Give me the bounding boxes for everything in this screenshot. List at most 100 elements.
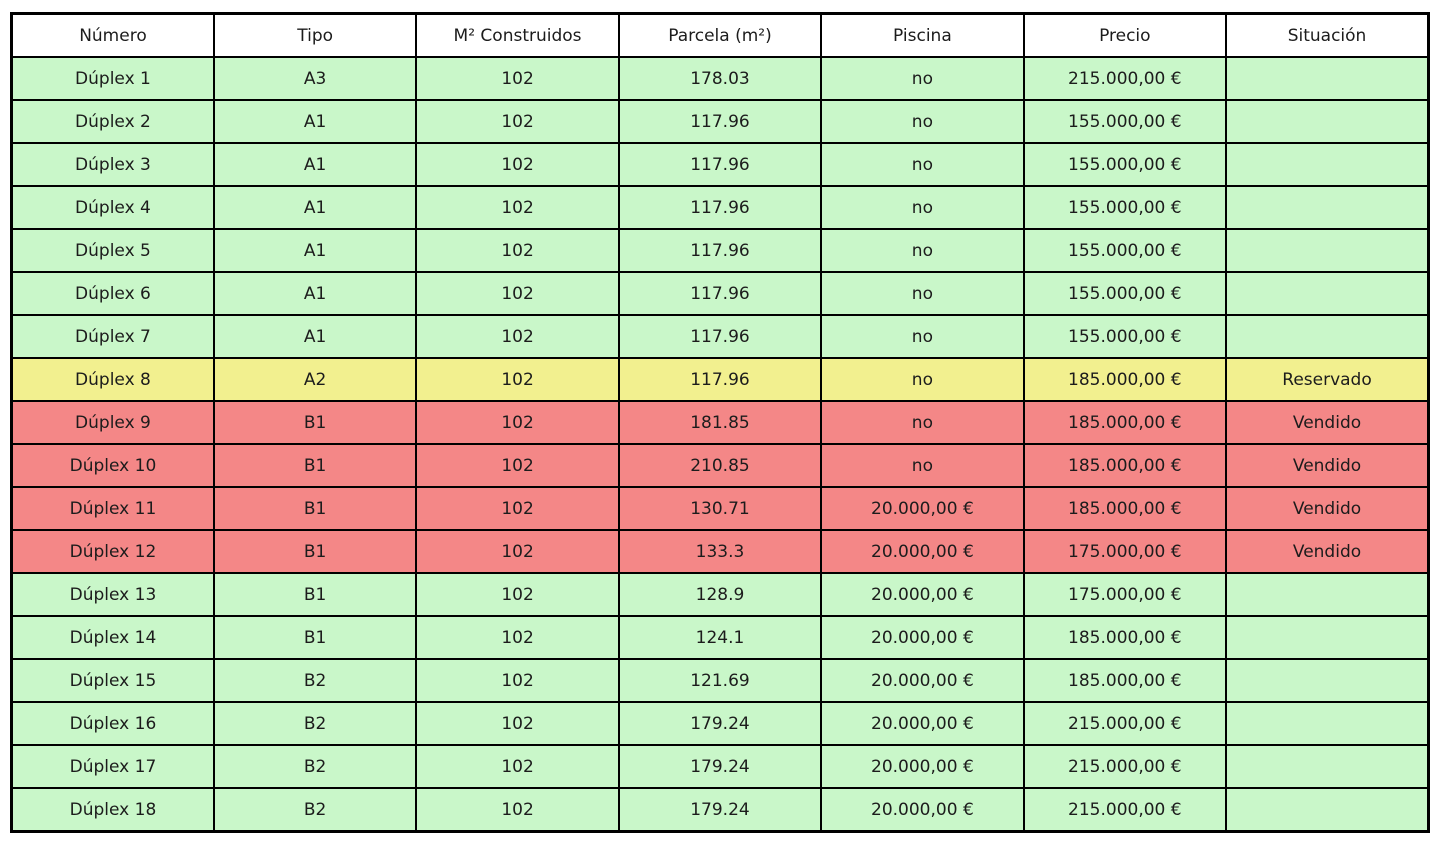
table-cell	[1225, 744, 1430, 789]
table-cell: Dúplex 11	[10, 486, 215, 531]
table-cell: 102	[415, 185, 620, 230]
table-cell: B1	[212, 615, 418, 660]
table-cell: B2	[212, 658, 418, 703]
table-row: Dúplex 14 B1 102 124.1 20.000,00 €185.000,00…	[10, 615, 1430, 660]
column-header-tipo: Tipo	[212, 12, 418, 58]
table-row: Dúplex 1 A3 102 178.03 no 215.000,00 €	[10, 56, 1430, 101]
table-row: Dúplex 2 A1 102 117.96 no 155.000,00 €	[10, 99, 1430, 144]
table-cell	[1225, 701, 1430, 746]
table-row: Dúplex 13 B1 102 128.9 20.000,00 €175.000,00…	[10, 572, 1430, 617]
table-cell: 121.69	[617, 658, 823, 703]
table-cell: 20.000,00 €	[820, 744, 1025, 789]
table-cell: 181.85	[617, 400, 823, 445]
table-cell: Vendido	[1225, 486, 1430, 531]
column-header-numero: Número	[10, 12, 215, 58]
table-cell: 102	[415, 486, 620, 531]
table-cell: 102	[415, 443, 620, 488]
column-header-parcela: Parcela (m²)	[617, 12, 823, 58]
table-cell: 102	[415, 271, 620, 316]
table-cell: Dúplex 14	[10, 615, 215, 660]
table-cell: 179.24	[617, 787, 823, 833]
table-cell: 117.96	[617, 228, 823, 273]
table-cell: 20.000,00 €	[820, 486, 1025, 531]
table-cell: 179.24	[617, 701, 823, 746]
table-row: Dúplex 7 A1 102 117.96 no 155.000,00 €	[10, 314, 1430, 359]
table-cell: Dúplex 16	[10, 701, 215, 746]
table-cell: Dúplex 15	[10, 658, 215, 703]
table-row: Dúplex 11 B1 102 130.71 20.000,00 €185.000,0…	[10, 486, 1430, 531]
table-cell: Dúplex 5	[10, 228, 215, 273]
table-cell: 155.000,00 €	[1022, 185, 1228, 230]
table-cell: 20.000,00 €	[820, 787, 1025, 833]
table-cell: 215.000,00 €	[1022, 56, 1228, 101]
table-row: Dúplex 15 B2 102 121.69 20.000,00 €185.000,0…	[10, 658, 1430, 703]
table-header: Número Tipo M² Construidos Parcela (m²) …	[10, 12, 1430, 58]
header-row: Número Tipo M² Construidos Parcela (m²) …	[10, 12, 1430, 58]
table-cell: 117.96	[617, 142, 823, 187]
table-cell: no	[820, 314, 1025, 359]
table-cell: Vendido	[1225, 400, 1430, 445]
table-cell: A2	[212, 357, 418, 402]
table-cell: 20.000,00 €	[820, 658, 1025, 703]
table-cell: 179.24	[617, 744, 823, 789]
table-cell: 20.000,00 €	[820, 701, 1025, 746]
table-cell: A1	[212, 99, 418, 144]
table-cell: 117.96	[617, 99, 823, 144]
table-cell: B1	[212, 400, 418, 445]
column-header-m2: M² Construidos	[415, 12, 620, 58]
table-cell: 102	[415, 357, 620, 402]
table-row: Dúplex 10 B1 102 210.85 no 185.000,00 € Vendid…	[10, 443, 1430, 488]
table-cell: Dúplex 6	[10, 271, 215, 316]
table-cell: 124.1	[617, 615, 823, 660]
table-cell: 102	[415, 400, 620, 445]
table-cell: no	[820, 185, 1025, 230]
table-row: Dúplex 9 B1 102 181.85 no 185.000,00 € Vendido	[10, 400, 1430, 445]
table-cell: 210.85	[617, 443, 823, 488]
table-cell: B2	[212, 744, 418, 789]
table-cell: 215.000,00 €	[1022, 701, 1228, 746]
table-cell: 178.03	[617, 56, 823, 101]
table-cell: 117.96	[617, 357, 823, 402]
table-row: Dúplex 18 B2 102 179.24 20.000,00 €215.000,0…	[10, 787, 1430, 833]
table-cell: Dúplex 4	[10, 185, 215, 230]
table-cell: 102	[415, 701, 620, 746]
table-cell: 175.000,00 €	[1022, 572, 1228, 617]
table-row: Dúplex 8 A2 102 117.96 no 185.000,00 € Reserva…	[10, 357, 1430, 402]
table-cell: Dúplex 8	[10, 357, 215, 402]
table-cell: 185.000,00 €	[1022, 400, 1228, 445]
table-cell: A1	[212, 142, 418, 187]
table-cell: 128.9	[617, 572, 823, 617]
table-cell	[1225, 142, 1430, 187]
table-cell: 155.000,00 €	[1022, 99, 1228, 144]
table-cell: Dúplex 18	[10, 787, 215, 833]
table-cell: 20.000,00 €	[820, 572, 1025, 617]
table-row: Dúplex 16 B2 102 179.24 20.000,00 €215.000,0…	[10, 701, 1430, 746]
table-cell: Vendido	[1225, 443, 1430, 488]
table-cell: A1	[212, 271, 418, 316]
column-header-precio: Precio	[1022, 12, 1228, 58]
table-cell: A1	[212, 314, 418, 359]
table-cell: A1	[212, 228, 418, 273]
table-cell: 185.000,00 €	[1022, 615, 1228, 660]
table-cell: 102	[415, 529, 620, 574]
table-cell	[1225, 572, 1430, 617]
table-cell: Dúplex 3	[10, 142, 215, 187]
table-cell: 185.000,00 €	[1022, 357, 1228, 402]
table-cell: no	[820, 142, 1025, 187]
table-cell: B1	[212, 443, 418, 488]
table-cell: 117.96	[617, 185, 823, 230]
table-cell: no	[820, 228, 1025, 273]
table-row: Dúplex 5 A1 102 117.96 no 155.000,00 €	[10, 228, 1430, 273]
table-cell: B1	[212, 486, 418, 531]
table-cell: Dúplex 9	[10, 400, 215, 445]
column-header-situacion: Situación	[1225, 12, 1430, 58]
table-cell: no	[820, 271, 1025, 316]
table-cell	[1225, 271, 1430, 316]
table-cell: A3	[212, 56, 418, 101]
table-cell: Dúplex 13	[10, 572, 215, 617]
table-cell: 102	[415, 142, 620, 187]
table-cell	[1225, 314, 1430, 359]
table-cell: A1	[212, 185, 418, 230]
table-cell: 102	[415, 744, 620, 789]
